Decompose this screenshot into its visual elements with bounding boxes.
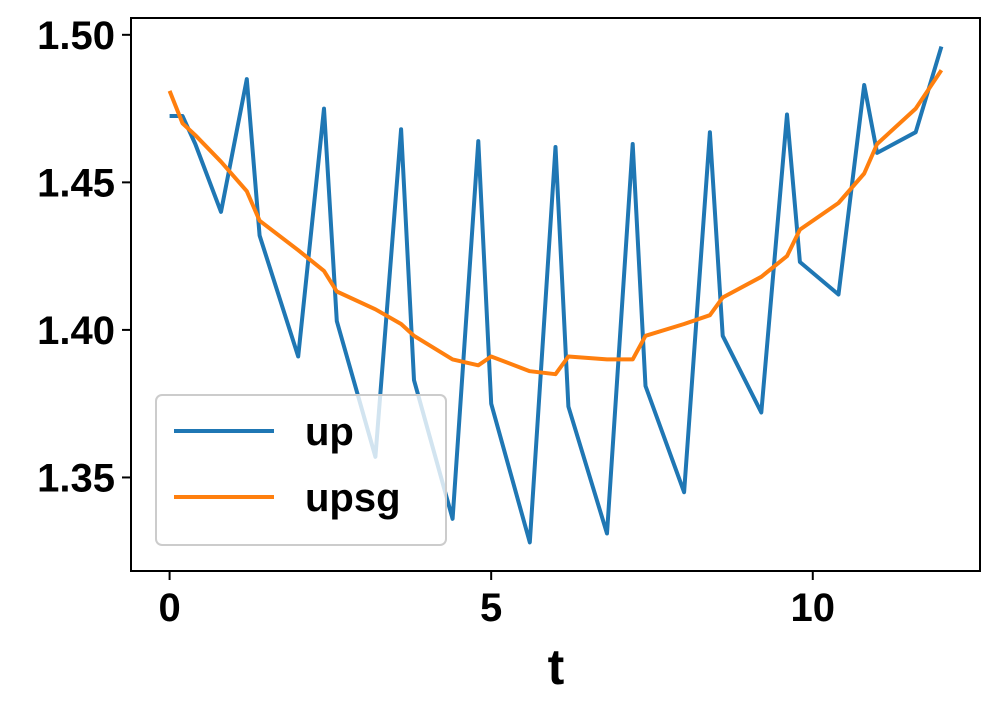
y-axis: 1.35 1.40 1.45 1.50 (37, 14, 131, 500)
y-tick-label: 1.45 (37, 161, 115, 205)
y-tick-label: 1.35 (37, 456, 115, 500)
y-tick-label: 1.50 (37, 14, 115, 58)
legend: up upsg (155, 394, 447, 546)
x-axis: 0 5 10 (158, 571, 835, 630)
x-tick-label: 0 (158, 586, 180, 630)
x-axis-label: t (548, 639, 565, 695)
x-tick-label: 10 (791, 586, 836, 630)
series-layer (167, 46, 944, 545)
y-tick-label: 1.40 (37, 309, 115, 353)
x-tick-label: 5 (480, 586, 502, 630)
legend-label-up: up (305, 410, 354, 454)
plot-frame (130, 17, 981, 572)
legend-label-upsg: upsg (305, 476, 401, 520)
series-line-upsg (167, 69, 944, 377)
legend-box (155, 394, 447, 546)
